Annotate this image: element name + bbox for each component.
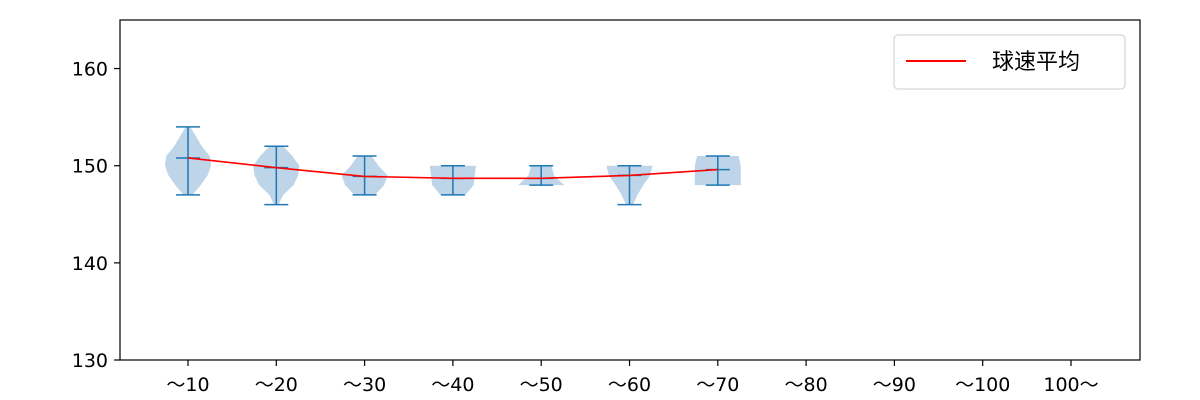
x-tick-label-1: ～20 bbox=[255, 374, 298, 396]
x-tick-label-4: ～50 bbox=[520, 374, 563, 396]
x-axis: ～10 ～20 ～30 ～40 ～50 ～60 ～70 ～80 ～90 ～100 100～ bbox=[166, 360, 1099, 396]
x-tick-label-2: ～30 bbox=[343, 374, 386, 396]
x-tick-label-5: ～60 bbox=[608, 374, 651, 396]
y-tick-label-160: 160 bbox=[72, 59, 108, 81]
x-tick-label-3: ～40 bbox=[431, 374, 474, 396]
x-tick-label-8: ～90 bbox=[873, 374, 916, 396]
y-tick-label-140: 140 bbox=[72, 253, 108, 275]
x-tick-label-9: ～100 bbox=[955, 374, 1010, 396]
legend: 球速平均 bbox=[893, 34, 1126, 90]
legend-label-mean: 球速平均 bbox=[992, 50, 1080, 75]
legend-box bbox=[893, 34, 1126, 90]
x-tick-label-7: ～80 bbox=[785, 374, 828, 396]
y-tick-label-130: 130 bbox=[72, 350, 108, 372]
series-line-mean bbox=[187, 157, 718, 180]
y-axis: 130 140 150 160 bbox=[72, 59, 120, 372]
x-tick-label-10: 100～ bbox=[1043, 374, 1098, 396]
y-tick-label-150: 150 bbox=[72, 156, 108, 178]
mean-line-layer bbox=[187, 157, 718, 180]
x-tick-label-6: ～70 bbox=[696, 374, 739, 396]
x-tick-label-0: ～10 bbox=[166, 374, 209, 396]
